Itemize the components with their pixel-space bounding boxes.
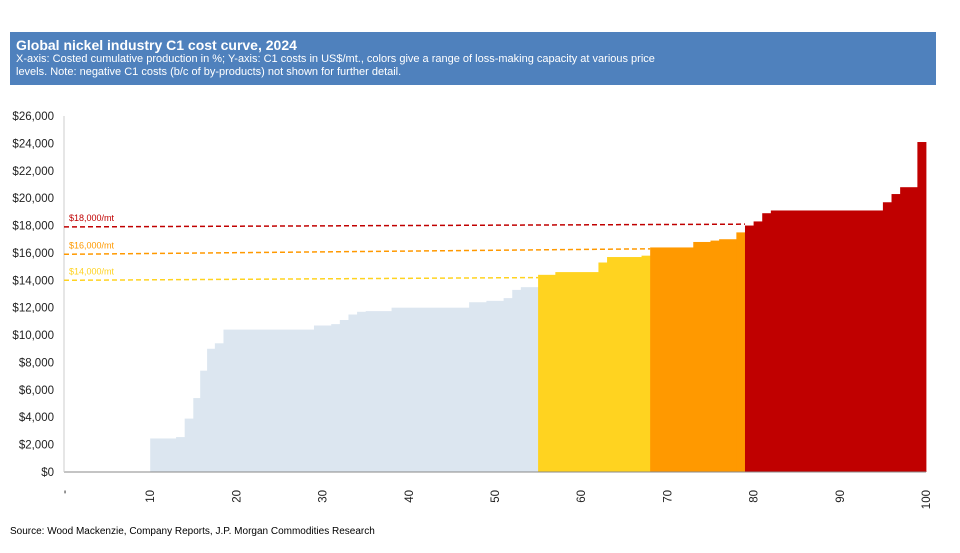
cost-bar-s0-4 (193, 398, 201, 472)
x-tick-label-9: 90 (835, 490, 847, 503)
source-note: Source: Wood Mackenzie, Company Reports,… (10, 526, 375, 537)
y-tick-label-3: $6,000 (19, 385, 54, 397)
y-tick-label-2: $4,000 (19, 412, 54, 424)
cost-bar-s2-2 (710, 240, 720, 472)
price-line-label-1: $16,000/mt (69, 240, 115, 250)
cost-bar-s3-4 (882, 202, 892, 472)
cost-bar-s3-1 (753, 221, 763, 472)
x-tick-label-5: 50 (490, 490, 502, 503)
cost-bar-s0-11 (339, 320, 349, 472)
price-line-1 (63, 248, 651, 256)
cost-bar-s0-2 (176, 437, 186, 472)
y-tick-label-11: $22,000 (12, 166, 54, 178)
cost-bar-s1-2 (598, 262, 608, 472)
x-tick-label-0: - (59, 490, 71, 494)
cost-bar-s0-20 (520, 287, 539, 472)
cost-bar-s0-8 (223, 329, 315, 472)
cost-bar-s2-3 (719, 239, 737, 472)
cost-bar-s0-13 (357, 311, 367, 472)
price-line-2 (63, 276, 539, 282)
cost-bar-s0-7 (214, 343, 224, 472)
x-tick-label-8: 80 (749, 490, 761, 503)
x-tick-label-7: 70 (662, 490, 674, 503)
cost-bar-s3-2 (762, 213, 772, 472)
cost-bar-s1-1 (555, 272, 599, 472)
y-tick-label-9: $18,000 (12, 221, 54, 233)
y-tick-label-6: $12,000 (12, 303, 54, 315)
cost-bar-s0-6 (207, 348, 216, 472)
y-tick-label-13: $26,000 (12, 111, 54, 123)
price-line-0 (63, 223, 745, 228)
cost-bar-s3-3 (770, 210, 884, 472)
cost-bar-s0-1 (150, 438, 177, 472)
cost-bar-s1-4 (641, 255, 651, 472)
price-line-label-0: $18,000/mt (69, 213, 115, 223)
y-tick-label-7: $14,000 (12, 275, 54, 287)
y-tick-label-8: $16,000 (12, 248, 54, 260)
y-tick-label-5: $10,000 (12, 330, 54, 342)
cost-bar-s0-3 (184, 418, 194, 472)
cost-bar-s1-0 (538, 274, 556, 472)
cost-bar-s3-7 (917, 142, 927, 472)
y-tick-label-4: $8,000 (19, 357, 54, 369)
cost-bar-s0-9 (313, 325, 332, 472)
y-tick-label-10: $20,000 (12, 193, 54, 205)
cost-bar-s3-0 (744, 225, 754, 472)
x-tick-label-3: 30 (318, 490, 330, 503)
cost-bar-s0-18 (503, 298, 513, 472)
cost-bar-s0-10 (331, 324, 341, 472)
cost-bar-s2-1 (693, 241, 711, 472)
y-tick-label-1: $2,000 (19, 440, 54, 452)
cost-bar-s1-3 (607, 257, 642, 472)
cost-bar-s3-5 (891, 194, 901, 473)
x-tick-label-10: 100 (921, 490, 933, 509)
x-tick-label-4: 40 (404, 490, 416, 503)
cost-bar-s2-0 (650, 247, 694, 472)
x-tick-label-6: 60 (576, 490, 588, 503)
cost-bar-s0-16 (469, 302, 487, 472)
cost-bar-s2-4 (736, 232, 746, 472)
x-tick-label-1: 10 (145, 490, 157, 503)
chart-subtitle: X-axis: Costed cumulative production in … (16, 53, 655, 78)
cost-bar-s0-15 (391, 307, 470, 472)
cost-bar-s0-12 (348, 314, 358, 472)
x-tick-label-2: 20 (231, 490, 243, 503)
chart-title: Global nickel industry C1 cost curve, 20… (16, 37, 297, 53)
cost-bar-s3-6 (900, 187, 918, 472)
y-tick-label-0: $0 (41, 467, 54, 479)
chart-header: Global nickel industry C1 cost curve, 20… (10, 32, 936, 85)
cost-bar-s0-14 (365, 311, 392, 472)
cost-bar-s0-17 (486, 300, 505, 472)
cost-bar-s0-19 (512, 289, 522, 472)
price-line-label-2: $14,000/mt (69, 266, 115, 276)
y-tick-label-12: $24,000 (12, 138, 54, 150)
cost-bar-s0-5 (200, 370, 208, 472)
